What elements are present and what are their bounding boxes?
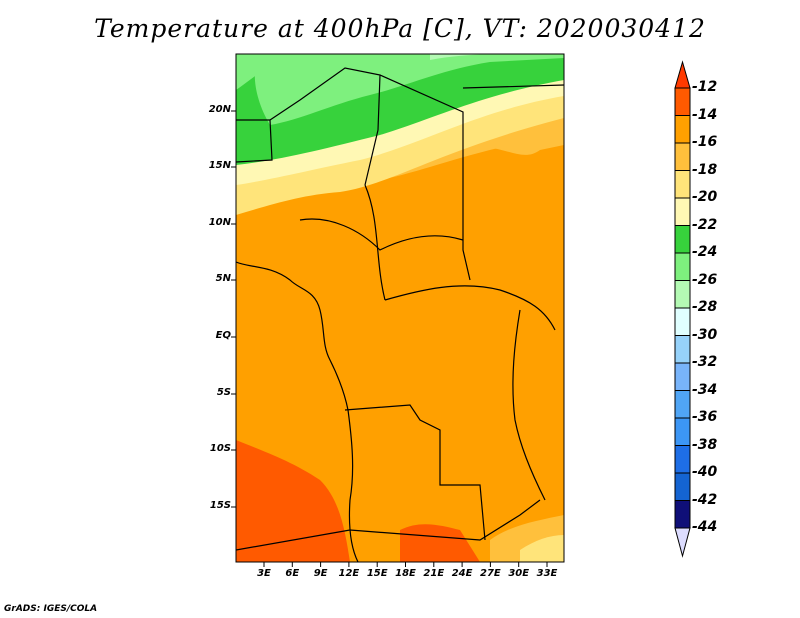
colorbar-label: -32 <box>692 354 718 370</box>
colorbar-label: -16 <box>692 134 718 150</box>
colorbar-box <box>674 417 691 446</box>
colorbar-box <box>674 252 691 281</box>
colorbar-below-triangle <box>674 527 691 558</box>
colorbar-box <box>674 280 691 309</box>
lon-tick-label: 27E <box>480 568 501 579</box>
lon-tick-label: 12E <box>338 568 360 579</box>
lon-tick-label: 33E <box>536 568 558 579</box>
colorbar-label: -26 <box>692 271 718 288</box>
colorbar-label: -36 <box>692 409 718 425</box>
lat-tick-label: 15N <box>208 160 231 171</box>
lat-tick-label: 10S <box>209 443 231 454</box>
band-14 <box>236 440 350 562</box>
colorbar-box <box>674 445 691 474</box>
colorbar-box <box>674 170 691 199</box>
colorbar-label: -20 <box>692 189 718 205</box>
colorbar-box <box>674 225 691 254</box>
colorbar <box>674 60 691 558</box>
lon-tick-label: 3E <box>257 568 271 579</box>
lat-tick-label: 20N <box>208 104 231 115</box>
colorbar-box <box>674 500 691 529</box>
lon-tick-label: 21E <box>423 568 445 579</box>
colorbar-label: -12 <box>692 79 718 95</box>
colorbar-box <box>674 115 691 144</box>
lat-tick-label: 15S <box>209 500 231 511</box>
colorbar-box <box>674 87 691 116</box>
colorbar-label: -18 <box>692 161 718 178</box>
colorbar-box <box>674 307 691 336</box>
grads-credit: GrADS: IGES/COLA <box>4 604 98 614</box>
colorbar-label: -42 <box>692 491 718 508</box>
colorbar-box <box>674 142 691 171</box>
colorbar-label: -22 <box>692 216 718 233</box>
map-frame <box>235 53 565 563</box>
colorbar-label: -38 <box>692 436 718 453</box>
lon-tick-label: 6E <box>285 568 300 579</box>
colorbar-box <box>674 472 691 501</box>
colorbar-box <box>674 335 691 364</box>
lat-tick-label: 5N <box>215 273 231 284</box>
lon-tick-label: 9E <box>313 568 328 579</box>
temperature-field <box>236 54 564 562</box>
colorbar-box <box>674 390 691 419</box>
lon-tick-label: 24E <box>451 568 473 579</box>
lat-tick-label: 5S <box>216 387 231 398</box>
colorbar-box <box>674 197 691 226</box>
colorbar-label: -40 <box>692 464 718 480</box>
colorbar-above-triangle <box>674 60 691 89</box>
colorbar-label: -30 <box>692 326 718 343</box>
colorbar-box <box>674 362 691 391</box>
colorbar-label: -24 <box>692 244 718 260</box>
lon-tick-label: 18E <box>395 568 416 579</box>
colorbar-label: -28 <box>692 299 718 315</box>
lat-tick-label: EQ <box>215 330 231 341</box>
coastlines-borders <box>236 67 564 562</box>
colorbar-label: -34 <box>692 381 718 398</box>
colorbar-label: -14 <box>692 106 718 123</box>
lat-tick-label: 10N <box>208 217 231 228</box>
lon-tick-label: 30E <box>508 568 530 579</box>
colorbar-label: -44 <box>692 519 718 535</box>
lon-tick-label: 15E <box>366 568 388 579</box>
chart-title: Temperature at 400hPa [C], VT: 202003041… <box>94 14 706 43</box>
